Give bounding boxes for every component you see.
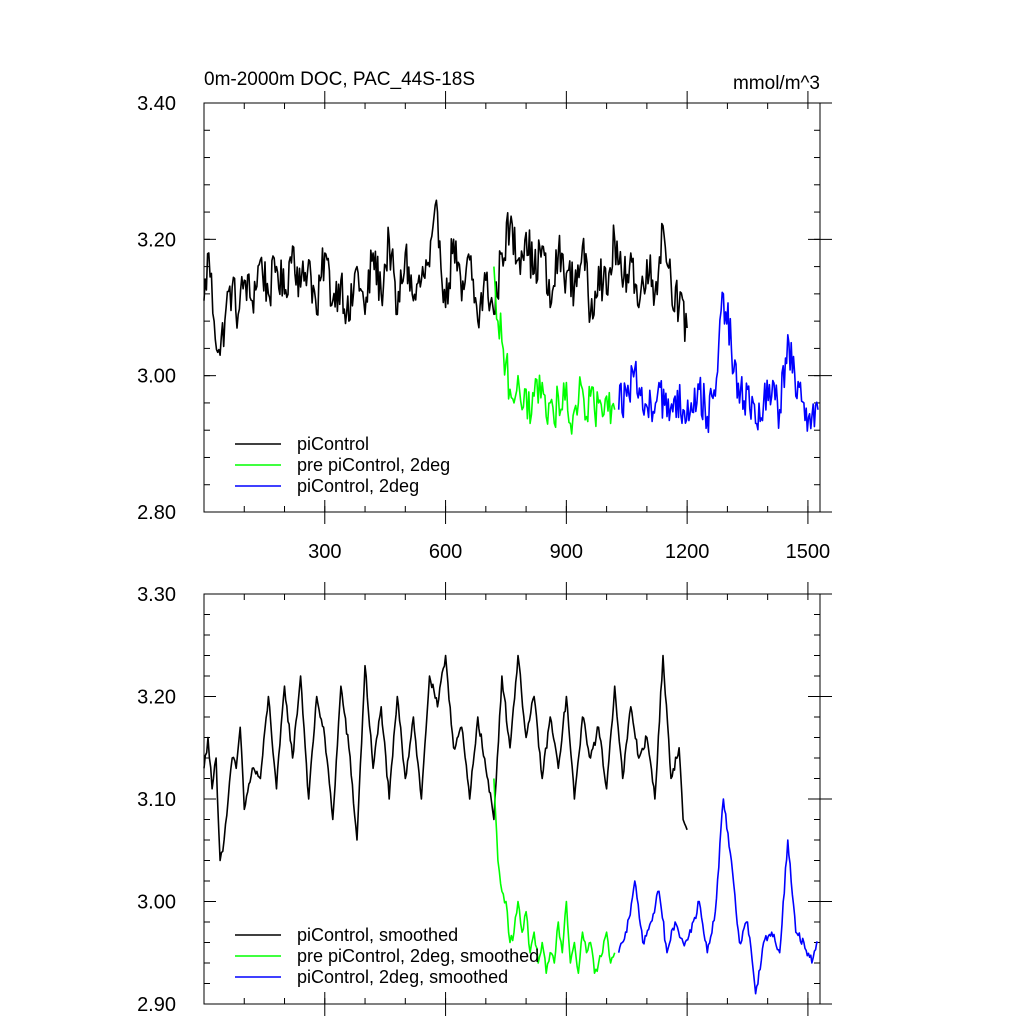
y-tick-label: 3.00 — [137, 892, 176, 914]
x-tick-label: 900 — [550, 541, 583, 563]
series-line-1 — [203, 199, 688, 357]
legend-label: piControl, 2deg, smoothed — [297, 967, 508, 987]
y-tick-label: 3.10 — [137, 789, 176, 811]
series-line-3 — [617, 798, 819, 995]
chart-title: 0m-2000m DOC, PAC_44S-18S — [204, 69, 475, 90]
y-tick-label: 2.90 — [137, 994, 176, 1016]
x-tick-label: 1200 — [665, 541, 710, 563]
plot-frame — [203, 102, 821, 513]
legend-label: piControl — [297, 434, 369, 454]
x-tick-label: 1500 — [786, 541, 831, 563]
units-label: mmol/m^3 — [733, 73, 820, 94]
y-tick-label: 3.20 — [137, 229, 176, 251]
legend-label: piControl, smoothed — [297, 925, 458, 945]
legend-label: piControl, 2deg — [297, 476, 419, 496]
y-tick-label: 3.40 — [137, 93, 176, 115]
y-tick-label: 3.00 — [137, 366, 176, 388]
x-tick-label: 300 — [308, 541, 341, 563]
y-tick-label: 2.80 — [137, 502, 176, 524]
series-line-1 — [203, 654, 688, 862]
y-tick-label: 3.20 — [137, 687, 176, 709]
x-tick-label: 600 — [429, 541, 462, 563]
legend-label: pre piControl, 2deg — [297, 455, 450, 475]
series-line-3 — [617, 291, 819, 434]
y-tick-label: 3.30 — [137, 584, 176, 606]
series-line-2 — [493, 266, 616, 435]
series-line-2 — [493, 778, 616, 975]
chart-panel-1: 2.80 3.00 3.20 3.40 300 600 900 1200 1500 0m-2000… — [137, 69, 832, 563]
legend-label: pre piControl, 2deg, smoothed — [297, 946, 539, 966]
